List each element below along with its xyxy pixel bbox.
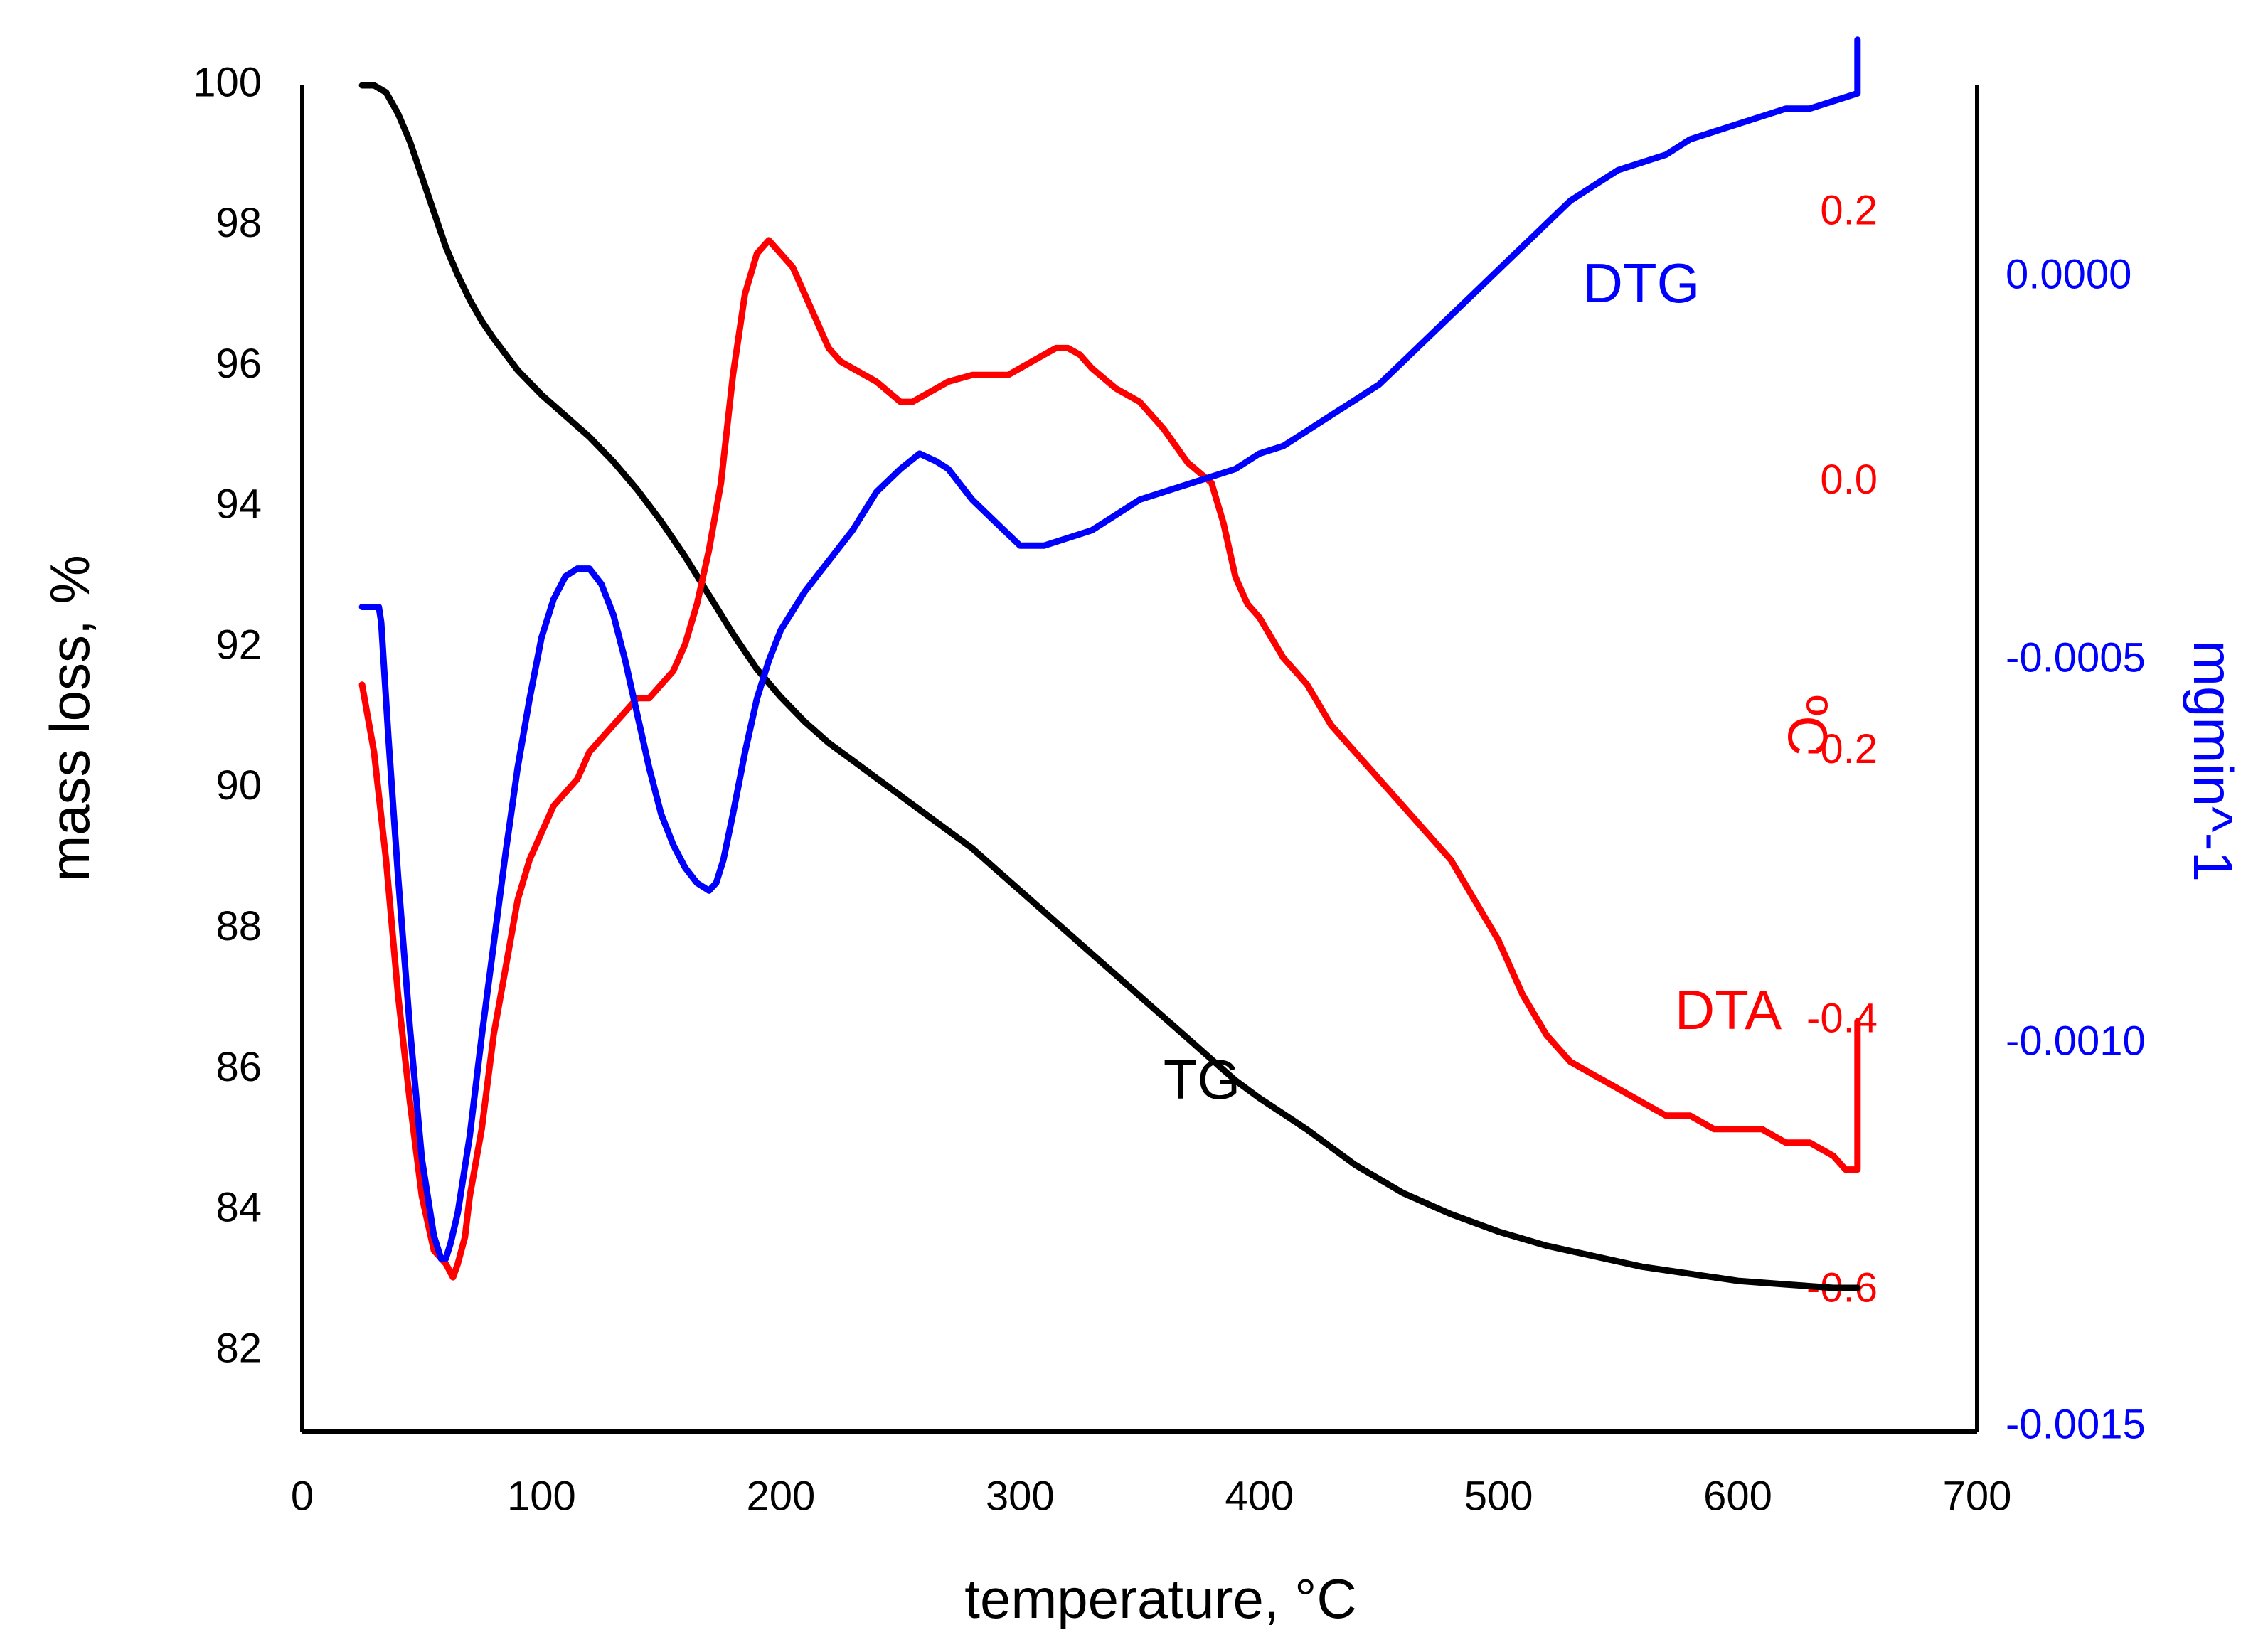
tick-labels: 0 100 200 300 400 500 600 700 82 84 86 88 90 92 94 96 98… bbox=[193, 59, 2146, 1519]
x-tick-label: 200 bbox=[746, 1473, 815, 1519]
dtg-tick-label: 0.0000 bbox=[2006, 251, 2131, 297]
tg-series-label: TG bbox=[1164, 1048, 1240, 1111]
dta-axis-title: ºC bbox=[1777, 695, 1839, 756]
left-tick-label: 96 bbox=[215, 341, 262, 387]
left-tick-label: 92 bbox=[215, 622, 262, 668]
dtg-tick-label: -0.0015 bbox=[2006, 1401, 2146, 1447]
dta-tick-label: 0.0 bbox=[1820, 457, 1878, 503]
left-tick-label: 94 bbox=[215, 481, 262, 528]
x-tick-label: 700 bbox=[1943, 1473, 2012, 1519]
dta-series-line bbox=[358, 237, 1861, 1281]
dtg-series-line bbox=[358, 36, 1861, 1262]
x-tick-label: 600 bbox=[1703, 1473, 1772, 1519]
x-tick-label: 0 bbox=[291, 1473, 314, 1519]
left-tick-label: 86 bbox=[215, 1044, 262, 1090]
left-tick-label: 98 bbox=[215, 200, 262, 246]
dtg-series-label: DTG bbox=[1583, 252, 1700, 314]
tg-series-line bbox=[358, 82, 1861, 1291]
left-tick-label: 88 bbox=[215, 903, 262, 949]
left-tick-label: 84 bbox=[215, 1185, 262, 1231]
x-tick-label: 500 bbox=[1464, 1473, 1533, 1519]
left-tick-label: 90 bbox=[215, 762, 262, 809]
left-axis-title: mass loss, % bbox=[38, 555, 101, 881]
dta-series-label: DTA bbox=[1675, 979, 1782, 1041]
dtg-axis-title: mgmin^-1 bbox=[2182, 640, 2245, 882]
dtg-tick-label: -0.0005 bbox=[2006, 634, 2146, 681]
left-tick-label: 82 bbox=[215, 1325, 262, 1371]
x-tick-label: 100 bbox=[507, 1473, 576, 1519]
left-tick-label: 100 bbox=[193, 59, 262, 105]
dta-tick-label: -0.2 bbox=[1806, 726, 1878, 772]
dta-tick-label: -0.4 bbox=[1806, 996, 1878, 1042]
dta-tick-label: 0.2 bbox=[1820, 187, 1878, 233]
data-series bbox=[358, 36, 1861, 1291]
x-axis-title: temperature, °C bbox=[964, 1567, 1356, 1630]
dtg-tick-label: -0.0010 bbox=[2006, 1018, 2146, 1064]
x-tick-label: 300 bbox=[986, 1473, 1055, 1519]
x-tick-label: 400 bbox=[1225, 1473, 1294, 1519]
